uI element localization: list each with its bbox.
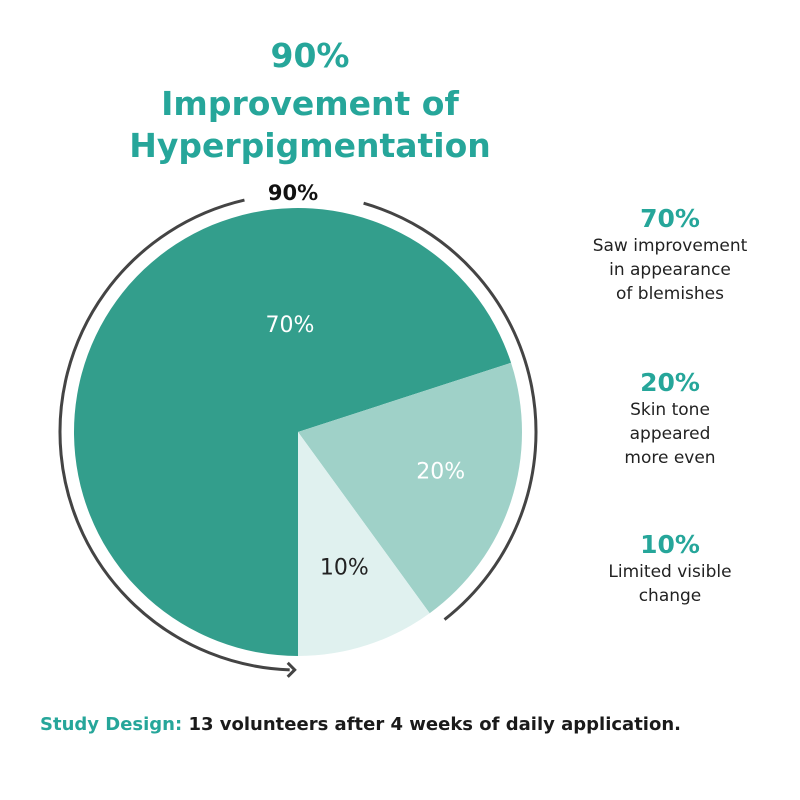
legend-description-line: change: [638, 586, 702, 606]
arc-arrowhead: [286, 661, 297, 678]
legend-description-line: Saw improvement: [592, 236, 748, 256]
title-line-1: Improvement of: [161, 84, 459, 123]
study-design-footer: Study Design: 13 volunteers after 4 week…: [40, 714, 681, 735]
legend-description-line: appeared: [629, 424, 711, 444]
legend-description-line: of blemishes: [616, 284, 724, 304]
legend-item-10: 10% Limited visible change: [570, 530, 770, 608]
legend-description-line: Limited visible: [608, 562, 732, 582]
title-percent: 90%: [270, 36, 350, 75]
pie-slice-label: 10%: [320, 556, 369, 581]
pie-slice-label: 70%: [266, 313, 315, 338]
legend-description-line: Skin tone: [630, 400, 710, 420]
legend-percent: 20%: [640, 368, 700, 397]
legend-item-70: 70% Saw improvement in appearance of ble…: [570, 204, 770, 306]
legend-percent: 70%: [640, 204, 700, 233]
legend-description-line: in appearance: [609, 260, 731, 280]
pie-slice-labels: 70% 20% 10%: [266, 313, 466, 581]
legend-description-line: more even: [624, 448, 716, 468]
study-design-text: 13 volunteers after 4 weeks of daily app…: [182, 714, 681, 735]
legend-item-20: 20% Skin tone appeared more even: [570, 368, 770, 470]
study-design-label: Study Design:: [40, 714, 183, 735]
pie-slices: [74, 208, 522, 657]
pie-slice-label: 20%: [416, 459, 465, 484]
pie-slice-10: [298, 432, 430, 656]
legend-percent: 10%: [640, 530, 700, 559]
pie-slice-70: [74, 208, 512, 657]
title-line-2: Hyperpigmentation: [129, 126, 491, 165]
arc-percent-label: 90%: [268, 181, 318, 205]
pie-slice-20: [298, 362, 522, 614]
ninety-percent-arc: [58, 198, 538, 672]
